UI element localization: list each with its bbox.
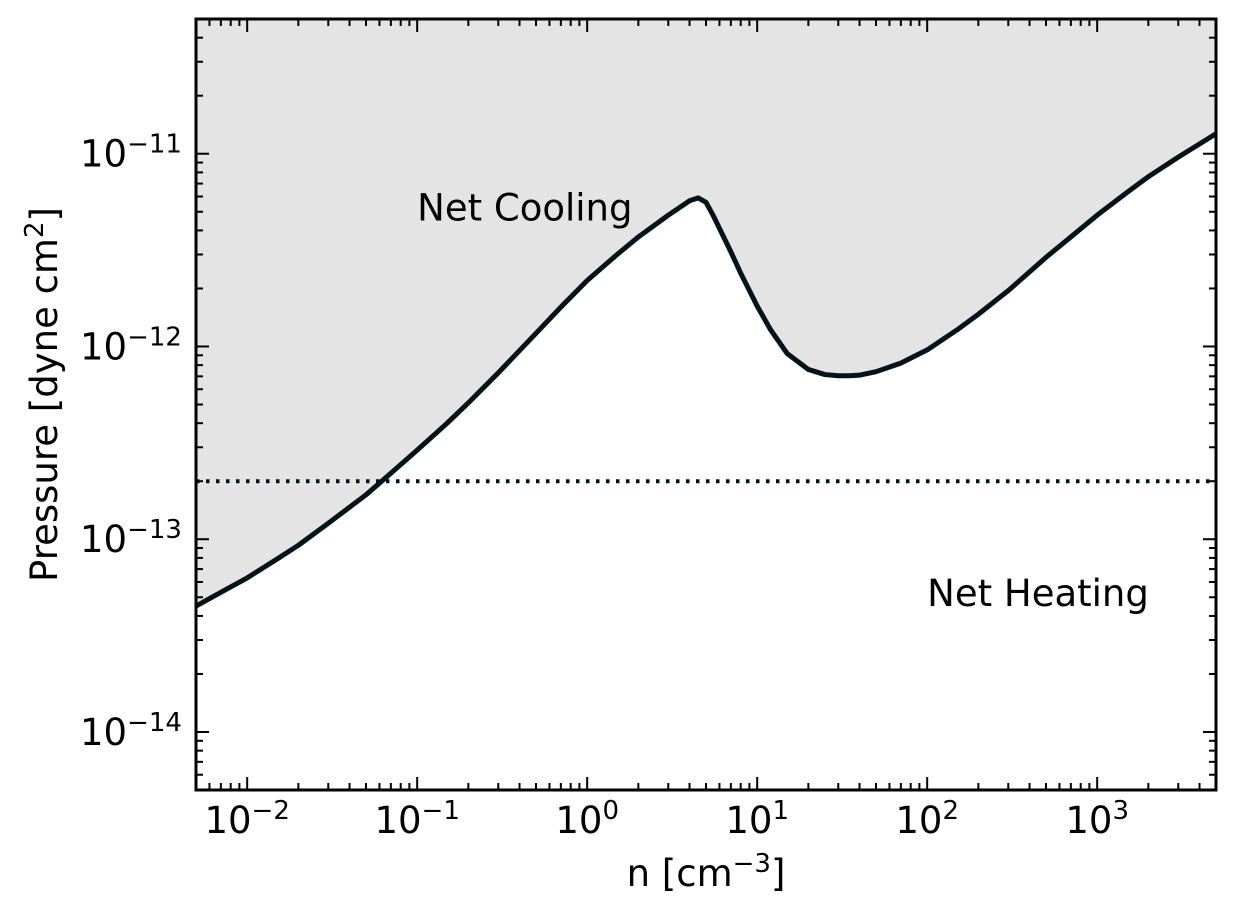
x-tick-label: 101 [725,796,789,842]
net-cooling-label: Net Cooling [417,186,632,229]
y-tick-label: 10−12 [80,322,182,368]
net-heating-label: Net Heating [927,572,1149,615]
plot-area [196,19,1216,609]
equilibrium-curve [196,131,1216,609]
x-tick-label: 103 [1065,796,1129,842]
y-tick-label: 10−13 [80,515,182,561]
x-axis-label: n [cm−3] [627,849,786,895]
x-tick-label: 102 [895,796,959,842]
x-tick-label: 100 [555,796,619,842]
y-tick-label: 10−11 [80,130,182,176]
x-tick-label: 10−1 [374,796,459,842]
net-cooling-region [196,19,1216,607]
y-tick-label: 10−14 [80,708,182,754]
y-axis-label: Pressure [dyne cm2] [20,207,66,582]
x-tick-label: 10−2 [204,796,289,842]
